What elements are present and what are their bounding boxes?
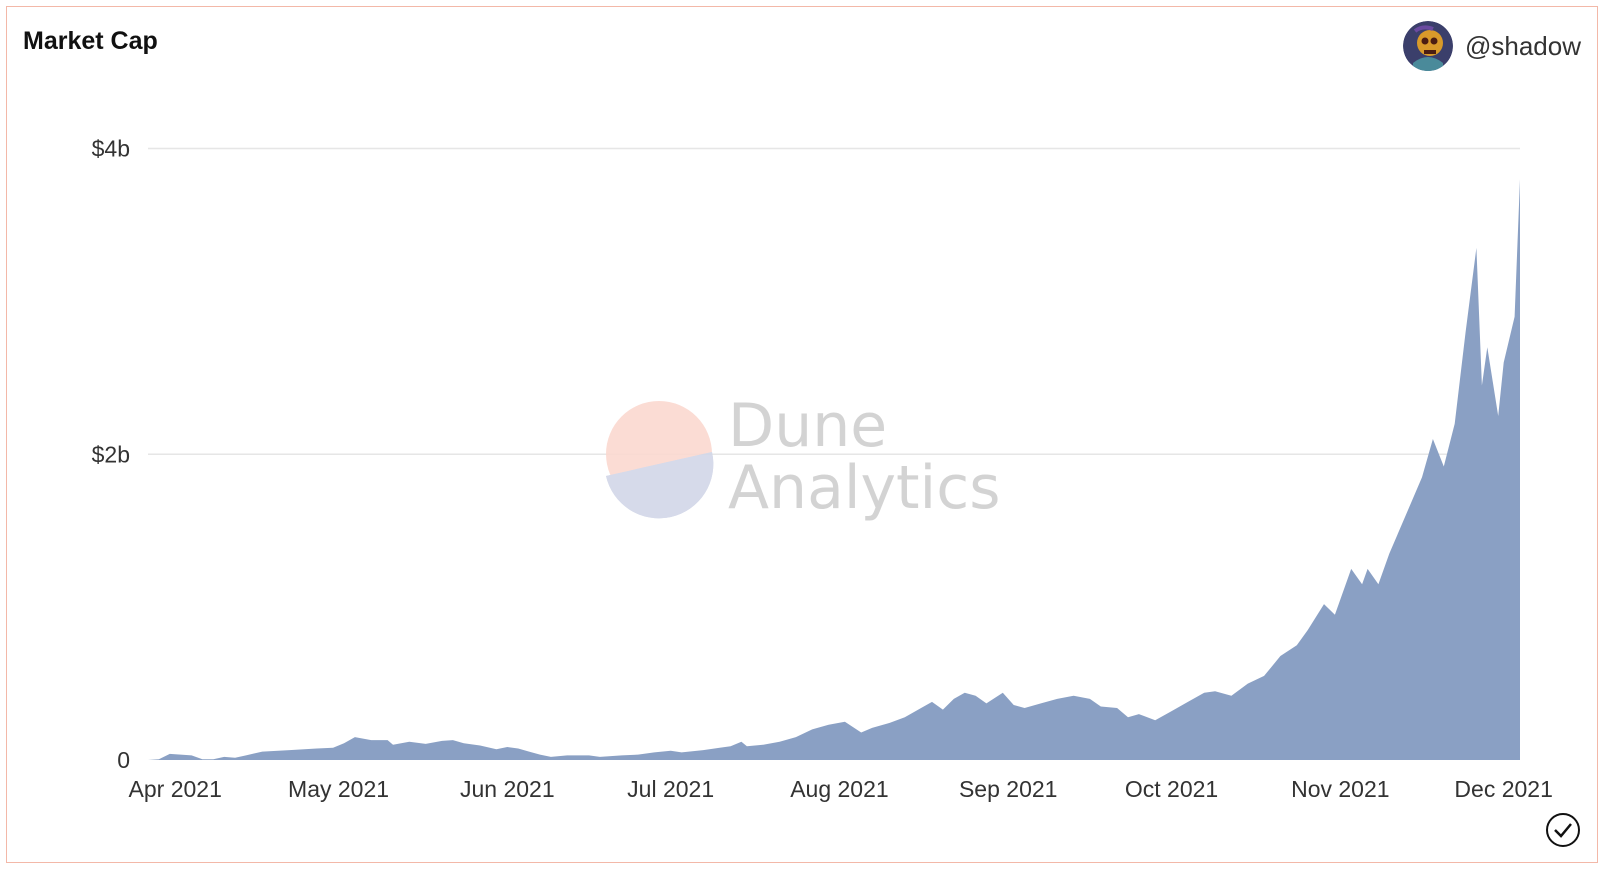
x-tick-label: Jun 2021 (460, 776, 555, 802)
author-badge[interactable]: @shadow (1402, 21, 1581, 71)
gridlines (148, 147, 1520, 456)
market-cap-area (148, 179, 1520, 761)
y-tick-label: $2b (92, 441, 130, 467)
y-tick-label: $4b (92, 136, 130, 162)
skull-avatar-icon[interactable] (1402, 21, 1453, 71)
x-tick-label: May 2021 (288, 776, 389, 802)
x-tick-label: Nov 2021 (1291, 776, 1389, 802)
watermark-line1: Dune (728, 391, 887, 461)
author-handle[interactable]: @shadow (1464, 30, 1581, 61)
y-axis: 0 $2b $4b (92, 136, 130, 773)
watermark: Dune Analytics (606, 391, 1000, 523)
x-tick-label: Aug 2021 (790, 776, 888, 802)
x-tick-label: Sep 2021 (959, 776, 1057, 802)
x-axis: Apr 2021 May 2021 Jun 2021 Jul 2021 Aug 2021… (129, 776, 1553, 802)
y-tick-label: 0 (117, 747, 130, 773)
x-tick-label: Apr 2021 (129, 776, 222, 802)
watermark-line2: Analytics (728, 453, 1000, 523)
x-tick-label: Jul 2021 (627, 776, 714, 802)
checkmark-circle-icon (1545, 812, 1581, 848)
chart-title: Market Cap (23, 27, 158, 55)
x-tick-label: Dec 2021 (1454, 776, 1552, 802)
x-tick-label: Oct 2021 (1125, 776, 1218, 802)
